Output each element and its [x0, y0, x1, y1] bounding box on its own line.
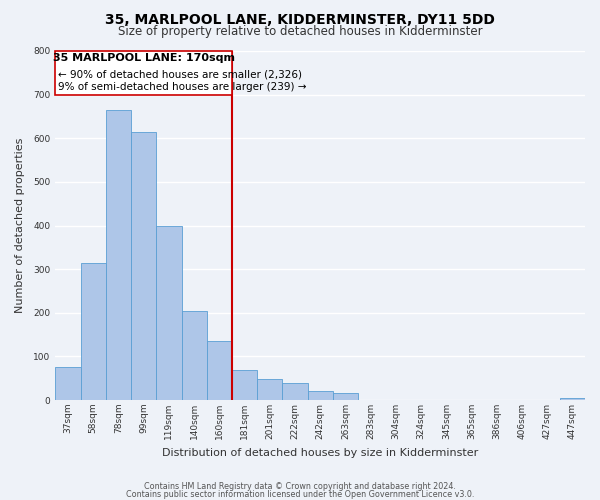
FancyBboxPatch shape: [55, 51, 232, 94]
Bar: [308, 392, 333, 400]
Y-axis label: Number of detached properties: Number of detached properties: [15, 138, 25, 313]
X-axis label: Distribution of detached houses by size in Kidderminster: Distribution of detached houses by size …: [162, 448, 478, 458]
Bar: [106, 110, 131, 400]
Bar: [157, 226, 182, 400]
Text: Contains public sector information licensed under the Open Government Licence v3: Contains public sector information licen…: [126, 490, 474, 499]
Bar: [560, 398, 585, 400]
Text: 35, MARLPOOL LANE, KIDDERMINSTER, DY11 5DD: 35, MARLPOOL LANE, KIDDERMINSTER, DY11 5…: [105, 12, 495, 26]
Bar: [55, 368, 80, 400]
Bar: [80, 262, 106, 400]
Text: 9% of semi-detached houses are larger (239) →: 9% of semi-detached houses are larger (2…: [58, 82, 307, 92]
Bar: [207, 341, 232, 400]
Text: ← 90% of detached houses are smaller (2,326): ← 90% of detached houses are smaller (2,…: [58, 70, 302, 80]
Bar: [333, 394, 358, 400]
Text: Size of property relative to detached houses in Kidderminster: Size of property relative to detached ho…: [118, 25, 482, 38]
Bar: [257, 379, 283, 400]
Bar: [232, 370, 257, 400]
Bar: [283, 384, 308, 400]
Bar: [182, 310, 207, 400]
Text: Contains HM Land Registry data © Crown copyright and database right 2024.: Contains HM Land Registry data © Crown c…: [144, 482, 456, 491]
Text: 35 MARLPOOL LANE: 170sqm: 35 MARLPOOL LANE: 170sqm: [53, 53, 235, 63]
Bar: [131, 132, 157, 400]
